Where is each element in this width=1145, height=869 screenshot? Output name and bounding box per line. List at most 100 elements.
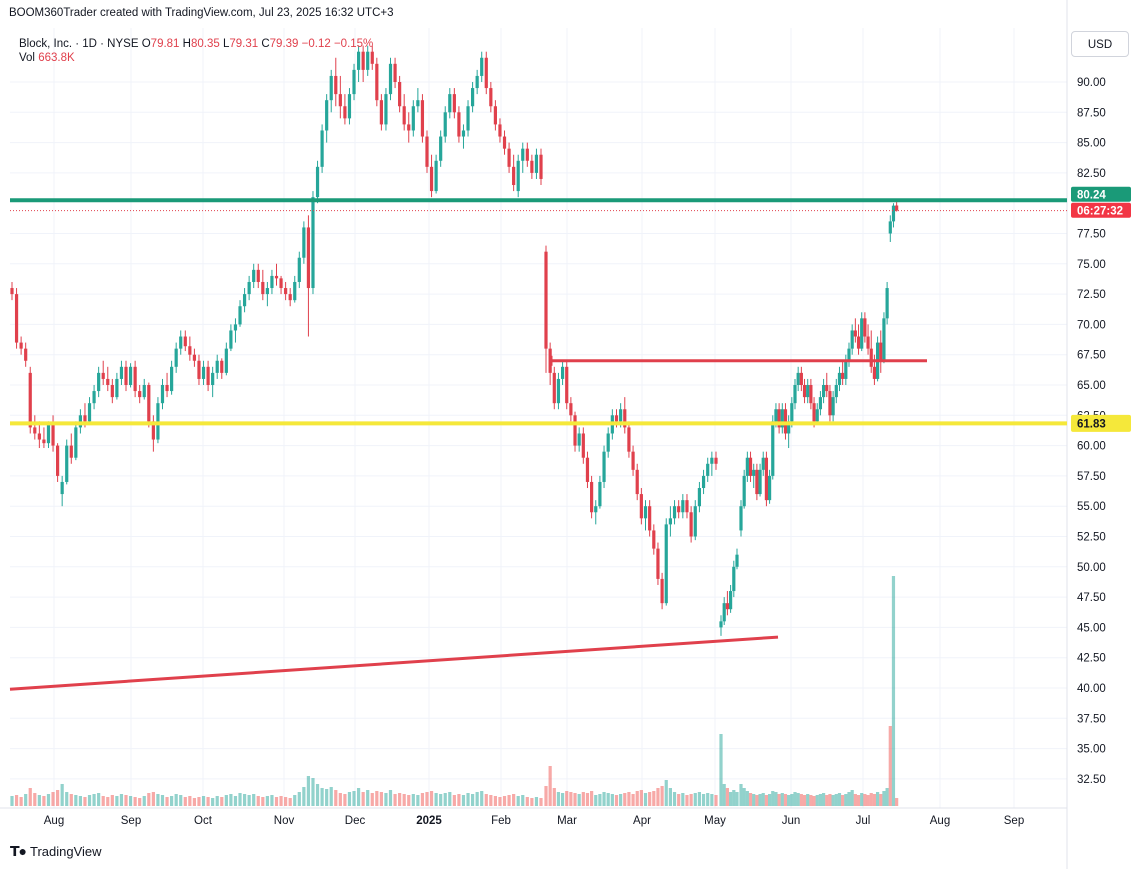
candle: [466, 100, 470, 137]
candle: [366, 45, 370, 76]
volume-bar: [274, 797, 279, 806]
chart-grid: [0, 0, 1068, 869]
volume-bar: [590, 791, 594, 806]
candle-body: [565, 366, 569, 404]
candle: [252, 263, 256, 289]
candle-body: [664, 524, 668, 604]
candle: [825, 372, 829, 398]
tradingview-logo-icon: 𝗧●: [10, 843, 27, 859]
candle: [771, 415, 775, 480]
candle: [606, 427, 610, 458]
level-label-bg: [1071, 414, 1131, 432]
candle-body: [725, 603, 729, 610]
candle-body: [443, 112, 447, 137]
volume-bar: [809, 795, 813, 806]
volume-bar: [631, 794, 635, 806]
volume-bar: [439, 794, 443, 806]
candle-body: [689, 512, 693, 537]
candle: [379, 94, 383, 131]
volume-bar: [585, 793, 590, 806]
candle: [635, 463, 639, 501]
candle-body: [656, 548, 660, 579]
candle-body: [614, 415, 619, 422]
candle-body: [516, 160, 520, 192]
price-axis[interactable]: 90.00 87.50 85.00 82.50 77.50 75.00 72.50 70.00…: [1077, 77, 1106, 786]
volume-bar: [573, 793, 577, 806]
candle: [106, 366, 110, 392]
volume-bar: [701, 794, 706, 806]
candle-body: [771, 421, 775, 476]
volume-bar: [850, 790, 854, 806]
candle-body: [124, 366, 128, 385]
volume-bar: [860, 793, 864, 806]
candle: [24, 342, 28, 367]
candle: [434, 154, 438, 194]
candle-body: [201, 366, 206, 379]
volume-bar: [530, 798, 534, 806]
volume-bar: [60, 784, 64, 806]
candle-body: [174, 348, 178, 367]
volume-bar: [461, 795, 466, 806]
candle-body: [425, 136, 429, 167]
candle-body: [366, 51, 370, 70]
volume-bar: [764, 795, 769, 806]
y-tick-label: 35.00: [1077, 744, 1106, 756]
candle-body: [809, 385, 813, 404]
candle: [631, 445, 635, 476]
candle-body: [306, 227, 311, 289]
volume-bar: [224, 795, 228, 806]
candle-body: [834, 385, 838, 398]
candle-body: [639, 494, 643, 519]
candle: [806, 378, 810, 404]
candle-body: [160, 385, 165, 404]
candle: [265, 281, 269, 307]
candle: [714, 451, 718, 470]
candle-body: [475, 75, 479, 89]
candle: [480, 51, 484, 82]
candle-body: [56, 445, 60, 476]
volume-bar: [828, 794, 832, 806]
volume-bar: [610, 794, 614, 806]
volume-bar: [279, 796, 283, 806]
candle: [347, 88, 352, 125]
candle-body: [343, 106, 347, 119]
candle-body: [489, 88, 493, 107]
volume-bar: [565, 791, 569, 806]
candle: [37, 421, 41, 449]
candle-body: [598, 481, 602, 507]
candle-body: [742, 475, 746, 507]
volume-bar: [735, 792, 739, 806]
volume-bar: [119, 794, 124, 806]
candle-body: [573, 415, 577, 446]
candle: [429, 154, 434, 198]
volume-bar: [361, 792, 365, 806]
symbol-legend: Block, Inc. · 1D · NYSE O79.81 H80.35 L7…: [19, 36, 373, 52]
y-tick-label: 75.00: [1077, 259, 1106, 271]
x-tick-label: Apr: [633, 815, 651, 827]
chart-drawings[interactable]: [9, 198, 1067, 691]
volume-bar: [33, 793, 37, 806]
candle: [375, 57, 379, 107]
candle-body: [361, 51, 365, 70]
symbol-name[interactable]: Block, Inc. · 1D · NYSE: [19, 38, 139, 50]
candle: [516, 154, 520, 198]
volume-bar: [875, 792, 880, 806]
volume-bar: [872, 794, 877, 806]
currency-button[interactable]: USD: [1071, 31, 1129, 57]
y-tick-label: 52.50: [1077, 532, 1106, 544]
candle: [796, 366, 800, 392]
volume-bar: [179, 795, 183, 806]
candle-body: [502, 136, 507, 149]
volume-bar: [512, 794, 516, 806]
candle-body: [297, 257, 301, 282]
candle-body: [101, 372, 105, 379]
candle-body: [484, 57, 488, 89]
time-axis[interactable]: Aug Sep Oct Nov Dec 2025 Feb Mar Apr May Jun Jul Aug…: [44, 815, 1024, 827]
tradingview-logo[interactable]: 𝗧● TradingView: [10, 843, 102, 860]
candle: [393, 57, 397, 89]
candle-body: [872, 366, 877, 379]
candle: [831, 391, 835, 422]
candle: [338, 75, 342, 119]
candle: [752, 463, 756, 489]
